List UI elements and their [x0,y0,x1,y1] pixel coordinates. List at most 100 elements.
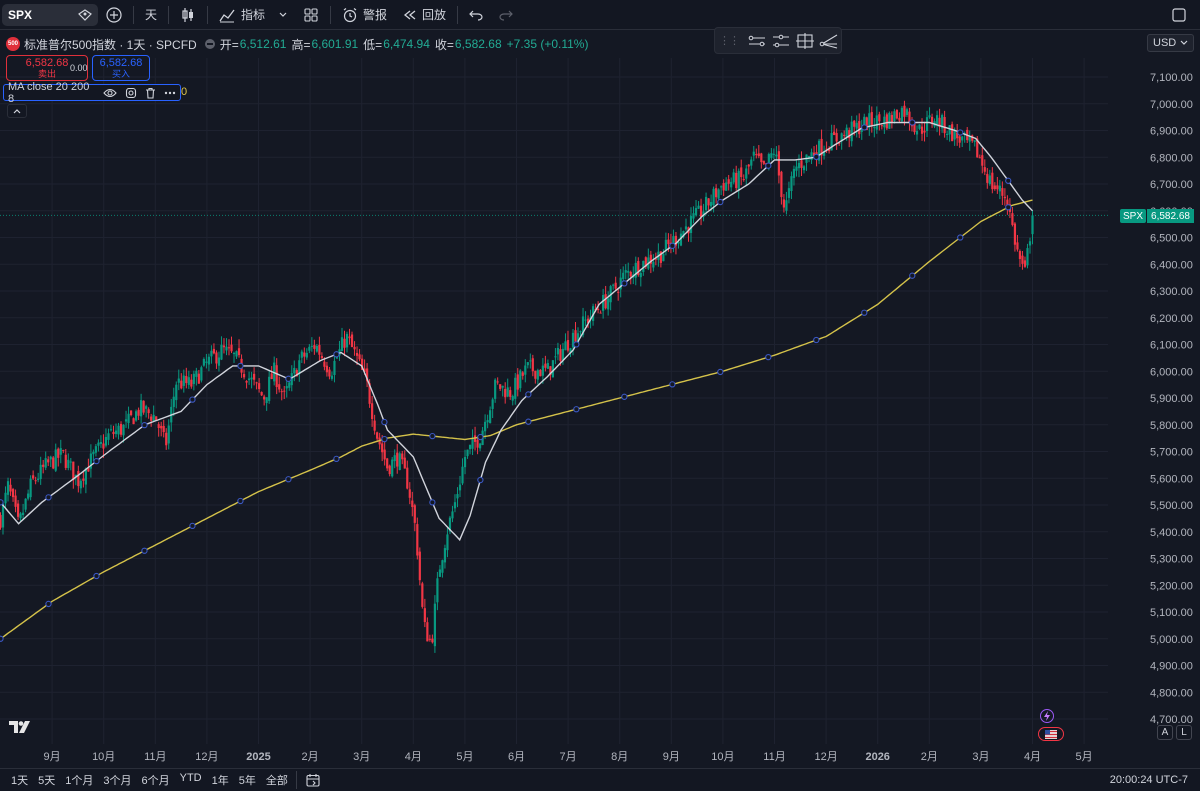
candle-body [893,111,896,122]
candle-body [195,370,198,377]
candle-body [355,352,359,356]
us-flag-events-icon[interactable] [1038,727,1064,741]
more-dots-icon[interactable] [164,91,176,95]
candle-body [0,514,2,528]
candle-body [230,344,233,352]
symbol-search[interactable]: SPX [2,3,98,26]
candle-body [200,367,203,381]
candle-body [1018,251,1022,259]
candle-body [499,384,502,389]
candle-body [117,425,120,435]
spread-value: 0.00 [70,63,88,73]
candle-body [581,316,585,336]
candle-body [94,446,98,453]
candle-body [310,345,313,347]
add-symbol-button[interactable] [98,0,130,30]
ma-fast-marker [333,351,340,358]
clock[interactable]: 20:00:24 UTC-7 [1109,774,1188,786]
chart-type-button[interactable] [172,0,204,30]
drag-grip-icon[interactable]: ⋮⋮ [719,35,740,47]
time-tick-label: 7月 [560,751,577,763]
candle-body [541,365,544,376]
candle-body [822,151,826,156]
fan-lines-icon[interactable] [817,29,841,53]
candle-body [679,233,683,246]
candle-body [652,261,655,268]
buy-button[interactable]: 6,582.68 买入 [92,55,150,81]
range-button[interactable]: 1天 [11,775,29,787]
range-button[interactable]: 1年 [211,775,229,787]
parallel-channel-icon[interactable] [769,29,793,53]
symbol-title[interactable]: 标准普尔500指数 · 1天 · SPCFD [24,37,197,52]
crosshair-box-icon[interactable] [793,29,817,53]
trend-lines-icon[interactable] [745,29,769,53]
calendar-goto-icon[interactable] [306,773,320,787]
log-scale-button[interactable]: L [1176,725,1192,740]
range-button[interactable]: 3个月 [103,775,132,787]
ma-indicator-legend[interactable]: MA close 20 200 8 [3,81,181,105]
candle-body [167,425,170,444]
drawing-toolbar[interactable]: ⋮⋮ [714,27,842,54]
range-button[interactable]: 5年 [238,775,256,787]
range-button[interactable]: YTD [179,772,202,784]
alert-button[interactable]: 警报 [334,0,395,30]
candle-body [466,449,469,457]
currency-select[interactable]: USD [1147,34,1194,52]
range-button[interactable]: 1个月 [65,775,94,787]
eye-icon[interactable] [103,88,117,98]
range-button[interactable]: 全部 [265,775,288,787]
time-tick-label: 6月 [508,751,525,763]
time-tick-label: 2025 [246,751,270,763]
candle-body [715,188,718,198]
price-tick-label: 6,100.00 [1150,340,1193,352]
redo-button[interactable] [491,0,521,30]
interval-button[interactable]: 天 [145,8,158,22]
collapse-legend-button[interactable] [7,104,27,118]
replay-button[interactable]: 回放 [395,0,454,30]
layout-button[interactable] [295,0,327,30]
settings-gear-icon[interactable] [125,87,137,99]
candle-body [496,381,499,383]
time-tick-label: 8月 [611,751,628,763]
candle-body [19,513,22,519]
candle-body [915,131,919,135]
candle-body [376,432,379,439]
candle-body [551,360,555,378]
candle-body [122,424,125,436]
sell-button[interactable]: 6,582.68 卖出 [6,55,88,81]
candle-body [961,136,964,141]
candle-body [451,511,454,519]
candle-body [843,134,846,136]
candle-body [340,337,344,351]
candle-body [544,363,547,368]
ma-slow-marker [189,522,196,530]
fullscreen-button[interactable] [1164,0,1194,30]
candle-body [468,444,472,450]
candle-body [185,375,188,384]
candle-body [446,534,449,551]
candle-body [1011,213,1014,225]
trash-icon[interactable] [145,87,156,99]
candle-body [438,569,442,577]
candle-body [97,442,100,446]
candle-body [64,454,67,468]
candle-body [514,377,517,399]
auto-scale-button[interactable]: A [1157,725,1173,740]
rewind-icon [403,9,417,21]
candle-body [722,183,725,191]
candle-body [885,114,888,129]
candle-body [300,351,303,358]
candle-body [627,270,630,273]
undo-button[interactable] [461,0,491,30]
candle-body [210,350,213,357]
range-button[interactable]: 5天 [38,775,56,787]
ma-fast-marker [621,280,628,287]
compare-diamond-icon[interactable] [78,8,92,21]
candle-body [1006,199,1009,207]
tradingview-logo[interactable] [8,719,32,738]
event-lightning-icon[interactable] [1040,709,1054,723]
candle-body [838,142,841,144]
indicators-button[interactable]: 指标 [211,0,295,30]
range-button[interactable]: 6个月 [141,775,170,787]
